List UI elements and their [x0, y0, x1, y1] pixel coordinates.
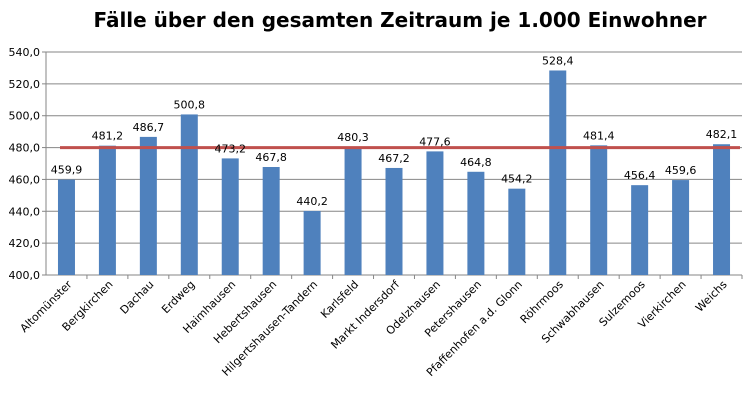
y-tick-label: 540,0 [9, 46, 41, 59]
bar [467, 171, 485, 275]
bar [508, 188, 526, 275]
bar [426, 151, 444, 275]
y-tick-label: 480,0 [9, 142, 41, 155]
data-label: 459,6 [665, 164, 697, 177]
data-label: 477,6 [419, 135, 451, 148]
bar [262, 167, 280, 275]
category-label: Erdweg [159, 278, 197, 316]
data-label: 481,2 [92, 130, 124, 143]
bar [98, 145, 116, 275]
chart-title: Fälle über den gesamten Zeitraum je 1.00… [93, 8, 707, 32]
data-label: 480,3 [337, 131, 369, 144]
data-label: 467,2 [378, 152, 410, 165]
category-label: Dachau [118, 278, 157, 317]
y-tick-label: 460,0 [9, 173, 41, 186]
bar [303, 210, 321, 275]
bar [713, 144, 731, 275]
bar [344, 147, 362, 275]
data-label: 456,4 [624, 169, 656, 182]
category-label: Markt Indersdorf [328, 277, 403, 352]
category-label: Karlsfeld [318, 278, 361, 321]
data-label: 481,4 [583, 129, 615, 142]
bar [590, 145, 608, 275]
data-label: 464,8 [460, 156, 492, 169]
bar [139, 136, 157, 275]
data-label: 459,9 [51, 164, 83, 177]
bar [221, 158, 239, 275]
data-label: 500,8 [174, 98, 206, 111]
y-tick-label: 420,0 [9, 237, 41, 250]
data-label: 486,7 [133, 121, 165, 134]
y-tick-label: 400,0 [9, 269, 41, 282]
bar [385, 167, 403, 275]
y-tick-label: 440,0 [9, 205, 41, 218]
data-label: 528,4 [542, 54, 574, 67]
data-label: 467,8 [255, 151, 287, 164]
bar [672, 180, 690, 275]
data-label: 482,1 [706, 128, 738, 141]
data-label: 454,2 [501, 173, 533, 186]
y-tick-label: 500,0 [9, 110, 41, 123]
y-tick-label: 520,0 [9, 78, 41, 91]
category-label: Weichs [693, 278, 730, 315]
bar [549, 70, 567, 275]
data-label: 440,2 [296, 195, 328, 208]
bar [631, 185, 649, 275]
bar [57, 179, 75, 275]
bar [180, 114, 198, 275]
data-label: 473,2 [214, 142, 246, 155]
